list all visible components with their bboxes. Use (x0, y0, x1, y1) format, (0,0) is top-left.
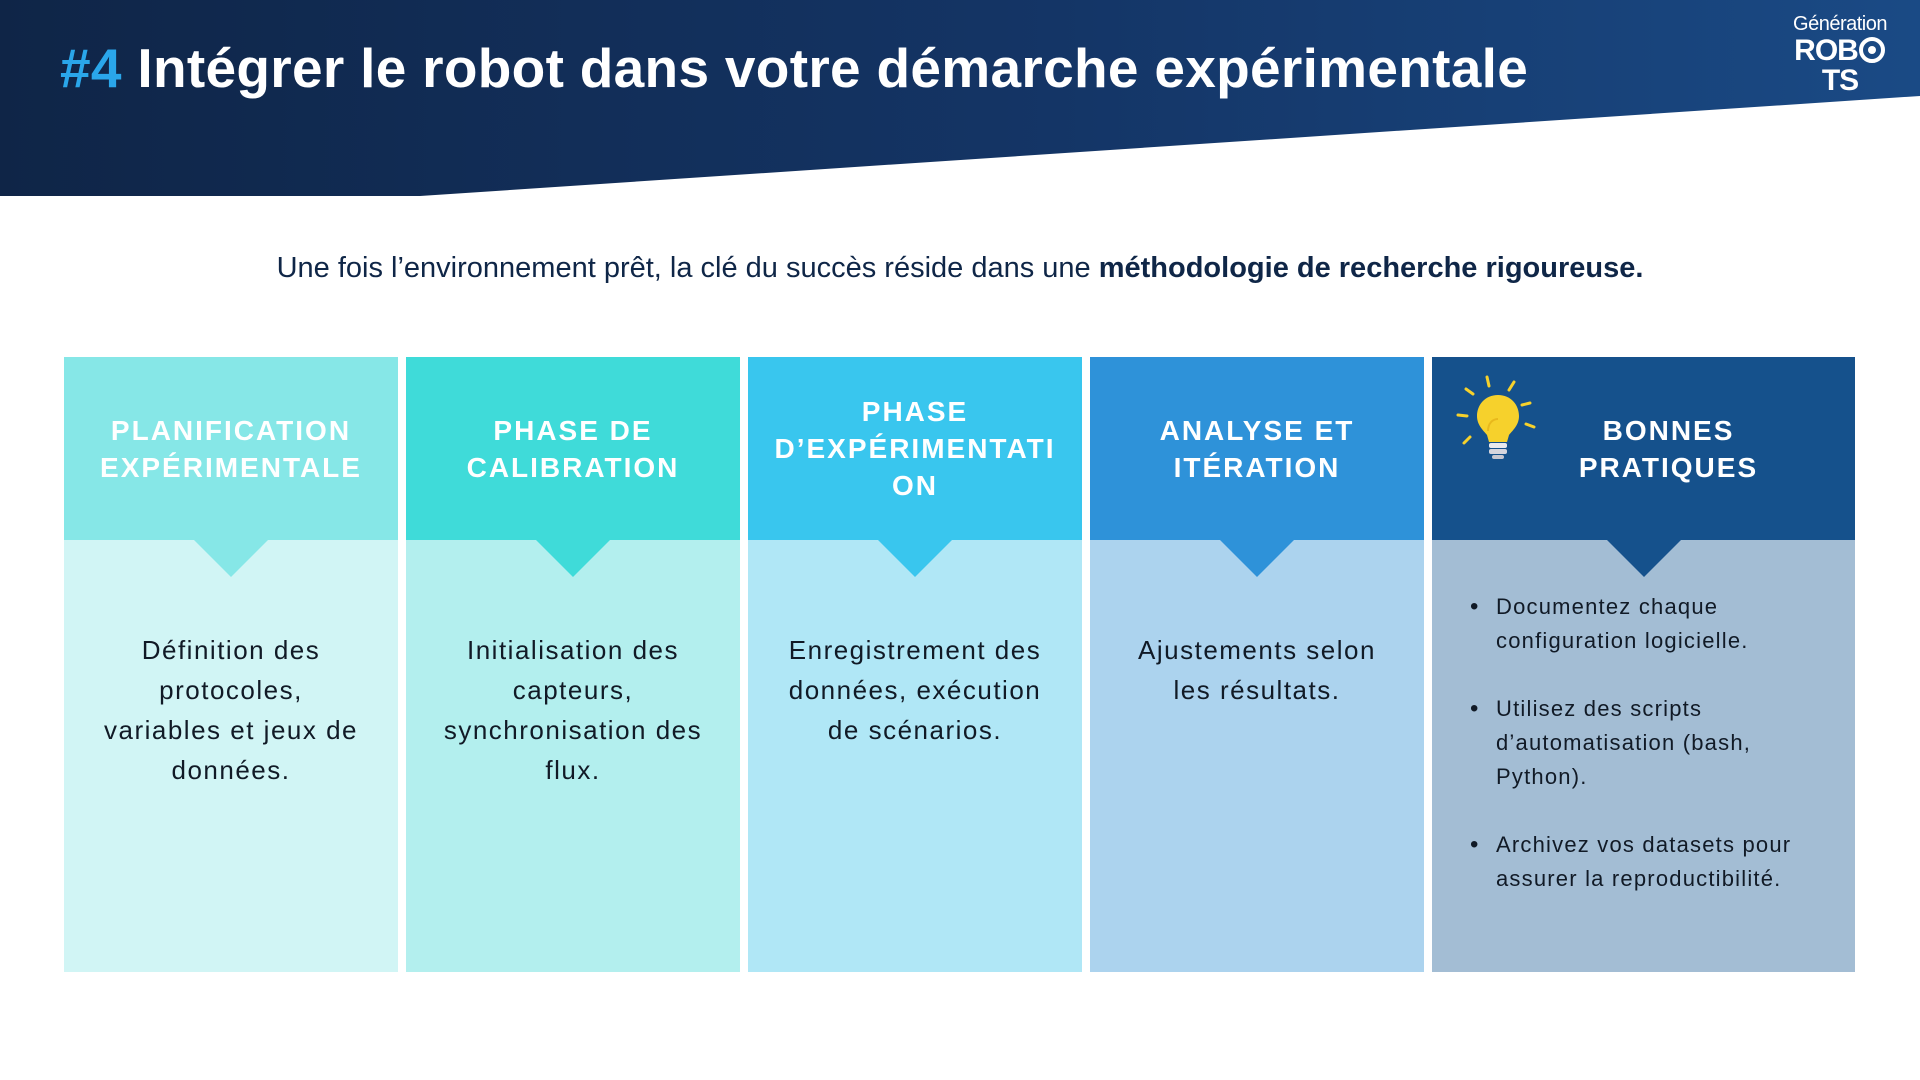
column-header: PHASE D’EXPÉRIMENTATI ON (748, 357, 1082, 540)
column-body: Initialisation des capteurs, synchronisa… (406, 540, 740, 972)
column-text: Initialisation des capteurs, synchronisa… (443, 635, 703, 785)
column-body: Enregistrement des données, exécution de… (748, 540, 1082, 972)
column-pointer (536, 540, 610, 577)
column-header: PLANIFICATION EXPÉRIMENTALE (64, 357, 398, 540)
column-text: Définition des protocoles, variables et … (103, 635, 359, 785)
column-title: BONNES PRATIQUES (1578, 414, 1759, 483)
robot-eye-icon (1858, 37, 1885, 63)
tips-list: Documentez chaque configuration logiciel… (1468, 590, 1825, 930)
section-number: #4 (60, 37, 122, 99)
intro-text: Une fois l’environnement prêt, la clé du… (0, 252, 1920, 285)
column-title: PHASE DE CALIBRATION (466, 414, 680, 483)
column-body: Définition des protocoles, variables et … (64, 540, 398, 972)
column-experimentation: PHASE D’EXPÉRIMENTATI ON Enregistrement … (748, 357, 1082, 972)
column-text: Ajustements selon les résultats. (1138, 635, 1376, 705)
column-planification: PLANIFICATION EXPÉRIMENTALE Définition d… (64, 357, 398, 972)
logo-text-start: ROB (1794, 34, 1859, 67)
column-body: Documentez chaque configuration logiciel… (1432, 540, 1855, 972)
column-header: PHASE DE CALIBRATION (406, 357, 740, 540)
column-pointer (878, 540, 952, 577)
column-title: PHASE D’EXPÉRIMENTATI ON (774, 396, 1056, 501)
intro-plain: Une fois l’environnement prêt, la clé du… (276, 252, 1099, 284)
intro-emphasis: méthodologie de recherche rigoureuse. (1098, 252, 1644, 284)
column-pointer (1220, 540, 1294, 577)
column-bonnes-pratiques: BONNES PRATIQUES (1432, 357, 1855, 972)
column-calibration: PHASE DE CALIBRATION Initialisation des … (406, 357, 740, 972)
column-analyse: ANALYSE ET ITÉRATION Ajustements selon l… (1090, 357, 1424, 972)
list-item: Utilisez des scripts d’automatisation (b… (1468, 692, 1825, 794)
column-pointer (1606, 540, 1681, 577)
column-body: Ajustements selon les résultats. (1090, 540, 1424, 972)
title-text: Intégrer le robot dans votre démarche ex… (137, 37, 1529, 99)
logo-line-1: Génération (1793, 13, 1887, 35)
column-title: ANALYSE ET ITÉRATION (1159, 414, 1355, 483)
generation-robots-logo: Génération ROBTS (1780, 14, 1900, 96)
column-header: ANALYSE ET ITÉRATION (1090, 357, 1424, 540)
column-title: PLANIFICATION EXPÉRIMENTALE (100, 414, 362, 483)
page-title: #4 Intégrer le robot dans votre démarche… (60, 36, 1528, 100)
logo-text-end: TS (1821, 64, 1859, 97)
lightbulb-icon (1456, 375, 1536, 459)
list-item: Archivez vos datasets pour assurer la re… (1468, 828, 1825, 896)
column-pointer (194, 540, 268, 577)
logo-line-2: ROBTS (1780, 36, 1900, 96)
column-header: BONNES PRATIQUES (1432, 357, 1855, 540)
list-item: Documentez chaque configuration logiciel… (1468, 590, 1825, 658)
column-text: Enregistrement des données, exécution de… (788, 635, 1042, 745)
